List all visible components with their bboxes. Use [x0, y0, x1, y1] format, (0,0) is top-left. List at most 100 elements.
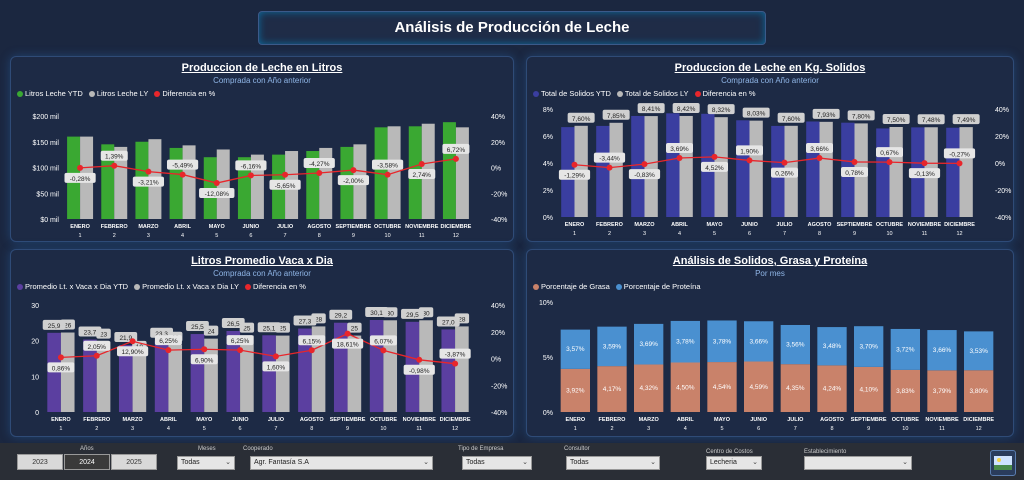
- bar-ytd: [946, 127, 960, 217]
- y2-tick-label: -20%: [995, 188, 1011, 195]
- filter-bar: Años 2023 2024 2025 Meses Todas ⌄ Coopera…: [0, 443, 1024, 480]
- bar-ly: [455, 326, 469, 412]
- chevron-down-icon: ⌄: [902, 459, 908, 466]
- proteina-data-label: 3,56%: [786, 342, 805, 349]
- bar-ly: [96, 341, 111, 412]
- y-tick-label: 10%: [539, 300, 553, 307]
- chart-litros[interactable]: $200 mil$150 mil$100 mil$50 mil$0 mil40%…: [11, 57, 515, 243]
- consultor-dropdown[interactable]: Todas ⌄: [566, 456, 660, 470]
- legend-item[interactable]: Diferencia en %: [154, 89, 215, 98]
- bar-ytd: [369, 319, 384, 412]
- diff-data-label: 2,74%: [413, 172, 432, 179]
- centro-costos-dropdown[interactable]: Lecheria ⌄: [706, 456, 762, 470]
- diff-line: [80, 158, 457, 184]
- x-tick-label: FEBRERO: [101, 224, 129, 230]
- diff-point: [921, 160, 928, 167]
- y2-tick-label: 0%: [491, 166, 501, 173]
- bar-grasa: [634, 364, 664, 412]
- diff-data-label-bg: [190, 354, 218, 365]
- panel-vaca: Litros Promedio Vaca x Dia Comprada con …: [10, 249, 514, 437]
- tipo-empresa-dropdown[interactable]: Todas ⌄: [462, 456, 532, 470]
- legend-item[interactable]: Total de Solidos LY: [616, 89, 689, 98]
- year-button-2023[interactable]: 2023: [17, 454, 63, 470]
- diff-data-label: -3,44%: [599, 156, 620, 163]
- diff-data-label-bg: [64, 172, 96, 183]
- x-tick-label: ENERO: [51, 417, 71, 423]
- legend-item[interactable]: Litros Leche YTD: [17, 89, 83, 98]
- diff-data-label: 6,25%: [231, 338, 250, 345]
- y-tick-label: 8%: [543, 107, 553, 114]
- chart-vaca[interactable]: 302010040%20%0%-20%-40%ENERO12625,9FEBRE…: [11, 250, 515, 438]
- diff-data-label-bg: [337, 175, 370, 186]
- x-tick-number: 7: [783, 231, 786, 237]
- panel-title: Análisis de Solidos, Grasa y Proteína: [672, 255, 868, 267]
- legend-item[interactable]: Diferencia en %: [694, 89, 756, 98]
- ly-data-label: 30: [387, 310, 395, 317]
- legend-item[interactable]: Promedio Lt. x Vaca x Dia LY: [134, 282, 239, 291]
- x-tick-number: 3: [147, 233, 150, 239]
- x-tick-label: AGOSTO: [820, 417, 844, 423]
- legend-item[interactable]: Litros Leche LY: [88, 89, 148, 98]
- ly-data-label: 8,32%: [712, 107, 731, 114]
- diff-data-label-bg: [47, 362, 75, 373]
- bar-proteina: [670, 320, 700, 363]
- establecimiento-dropdown[interactable]: ⌄: [804, 456, 912, 470]
- ytd-data-label: 23,3: [155, 331, 168, 338]
- image-icon[interactable]: [990, 450, 1016, 476]
- legend-label: Diferencia en %: [702, 89, 756, 98]
- x-tick-number: 10: [902, 426, 908, 432]
- x-tick-label: SEPTIEMBRE: [851, 417, 887, 423]
- legend-item[interactable]: Diferencia en %: [244, 282, 306, 291]
- diff-data-label-bg: [628, 169, 661, 180]
- diff-point: [237, 347, 244, 354]
- bar-ytd: [596, 125, 610, 217]
- diff-point: [308, 347, 315, 354]
- meses-dropdown[interactable]: Todas ⌄: [177, 456, 235, 470]
- bar-grasa: [890, 369, 920, 412]
- x-tick-label: FEBRERO: [599, 417, 627, 423]
- bar-ytd: [154, 340, 169, 412]
- diff-data-label: -5,65%: [275, 183, 296, 190]
- x-tick-number: 1: [574, 426, 577, 432]
- ly-data-label-bg: [347, 322, 362, 333]
- bar-ly: [819, 121, 833, 217]
- legend-item[interactable]: Porcentaje de Proteína: [615, 282, 701, 291]
- x-tick-label: NOVIEMBRE: [925, 417, 959, 423]
- chart-solidos[interactable]: 8% 6% 4% 2% 0% 40% 20% 0% -20% -40% ENERO 1 7,60% FEB…: [527, 57, 1015, 243]
- proteina-data-label: 3,48%: [823, 343, 842, 350]
- grasa-data-label: 4,10%: [859, 386, 878, 393]
- year-button-2024[interactable]: 2024: [64, 454, 110, 470]
- year-button-2025[interactable]: 2025: [111, 454, 157, 470]
- bar-grasa: [707, 362, 737, 412]
- diff-point: [418, 160, 425, 167]
- bar-ytd: [101, 144, 115, 219]
- legend-item[interactable]: Total de Solidos YTD: [533, 89, 611, 98]
- grasa-data-label: 4,54%: [713, 384, 732, 391]
- x-tick-label: AGOSTO: [808, 222, 832, 228]
- x-tick-number: 9: [867, 426, 870, 432]
- diff-data-label: 6,72%: [447, 147, 466, 154]
- ly-data-label: 8,42%: [677, 106, 696, 113]
- diff-data-label-bg: [303, 157, 335, 168]
- legend-item[interactable]: Porcentaje de Grasa: [533, 282, 610, 291]
- legend-item[interactable]: Promedio Lt. x Vaca x Dia YTD: [17, 282, 128, 291]
- x-tick-number: 6: [249, 233, 252, 239]
- chart-legend: Litros Leche YTD Litros Leche LY Diferen…: [17, 89, 215, 98]
- x-tick-label: MARZO: [138, 224, 159, 230]
- bar-proteina: [817, 327, 847, 366]
- diff-data-label-bg: [298, 335, 326, 346]
- diff-data-label-bg: [442, 143, 470, 154]
- diff-data-label: -0,28%: [70, 176, 91, 183]
- y-tick-label: 0: [35, 410, 39, 417]
- x-tick-number: 4: [684, 426, 687, 432]
- chart-grasa-proteina[interactable]: 10% 5% 0% 3,92% 3,57% ENERO 1 4,17% 3,59% FEBRERO…: [527, 250, 1015, 438]
- proteina-data-label: 3,66%: [749, 338, 768, 345]
- x-tick-number: 5: [215, 233, 218, 239]
- diff-point: [416, 356, 423, 363]
- cooperado-dropdown[interactable]: Agr. Fantasía S.A ⌄: [250, 456, 433, 470]
- ly-data-label: 25: [279, 326, 287, 333]
- bar-ly: [250, 154, 264, 219]
- x-tick-number: 9: [346, 426, 349, 432]
- diff-data-label: -1,29%: [564, 173, 585, 180]
- diff-point: [77, 164, 84, 171]
